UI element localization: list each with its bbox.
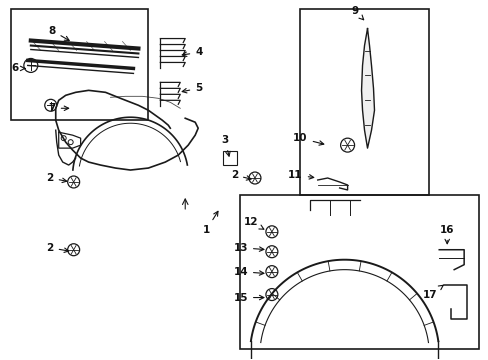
Text: 13: 13	[233, 243, 264, 253]
Text: 6: 6	[12, 63, 25, 73]
Text: 15: 15	[233, 293, 264, 302]
Text: 10: 10	[293, 133, 323, 145]
Text: 3: 3	[221, 135, 230, 156]
Text: 1: 1	[203, 211, 218, 235]
Text: 8: 8	[48, 26, 69, 41]
Bar	[11, 9, 148, 120]
Bar	[223, 151, 237, 165]
Polygon shape	[361, 28, 374, 148]
Text: 16: 16	[439, 225, 453, 244]
Text: 17: 17	[422, 285, 442, 300]
Text: 11: 11	[288, 170, 313, 180]
Text: 2: 2	[46, 173, 66, 183]
Text: 5: 5	[182, 84, 202, 93]
Text: 4: 4	[182, 48, 202, 58]
Text: 12: 12	[243, 217, 264, 229]
Bar	[299, 9, 428, 195]
Text: 7: 7	[48, 103, 68, 113]
Text: 9: 9	[350, 6, 363, 20]
Bar	[240, 195, 478, 349]
Text: 2: 2	[230, 170, 250, 180]
Text: 2: 2	[46, 243, 69, 253]
Text: 14: 14	[233, 267, 264, 276]
